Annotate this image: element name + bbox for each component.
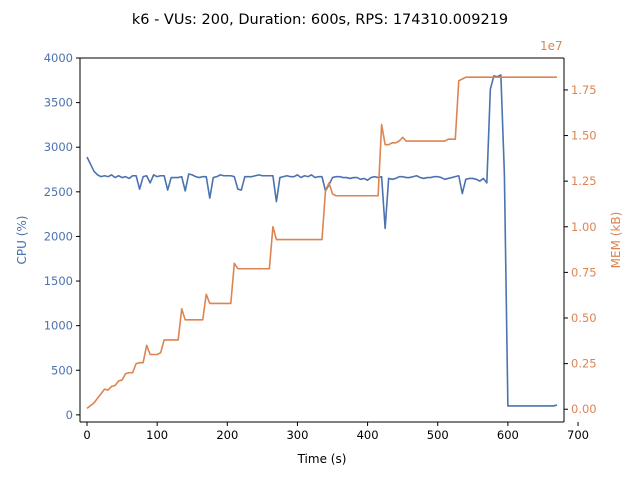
right-y-tick-label: 1.75: [571, 83, 597, 97]
left-y-tick-label: 3500: [44, 96, 73, 110]
left-y-tick-label: 500: [51, 363, 73, 377]
x-tick-label: 500: [427, 428, 449, 442]
x-tick-label: 0: [83, 428, 90, 442]
right-y-tick-label: 0.75: [571, 265, 597, 279]
axes-layer: 0 100 200 300 400 500 600 700 0 500 1000 1500 2000 25…: [44, 51, 597, 442]
series-layer: [86, 74, 558, 409]
left-y-tick-label: 0: [66, 408, 73, 422]
mem-series-line: [86, 76, 557, 409]
x-tick-label: 100: [146, 428, 168, 442]
chart-title: k6 - VUs: 200, Duration: 600s, RPS: 1743…: [132, 12, 508, 28]
right-axis-multiplier: 1e7: [540, 39, 563, 53]
right-y-tick-label: 1.00: [571, 220, 597, 234]
right-y-tick-label: 0.00: [571, 402, 597, 416]
x-axis-label: Time (s): [297, 452, 347, 466]
left-y-tick-label: 1000: [44, 319, 73, 333]
right-y-tick-label: 0.50: [571, 311, 597, 325]
x-tick-label: 600: [497, 428, 519, 442]
left-y-tick-label: 2500: [44, 185, 73, 199]
left-y-tick-label: 4000: [44, 51, 73, 65]
left-axis-label: CPU (%): [15, 216, 29, 265]
cpu-series-line: [86, 74, 558, 407]
x-tick-label: 300: [286, 428, 308, 442]
right-y-tick-label: 0.25: [571, 357, 597, 371]
left-y-tick-label: 2000: [44, 229, 73, 243]
right-axis-label: MEM (kB): [609, 212, 623, 269]
x-tick-label: 200: [216, 428, 238, 442]
x-tick-label: 400: [357, 428, 379, 442]
right-y-tick-label: 1.50: [571, 129, 597, 143]
left-y-tick-label: 3000: [44, 140, 73, 154]
right-y-tick-label: 1.25: [571, 174, 597, 188]
left-y-tick-label: 1500: [44, 274, 73, 288]
x-tick-label: 700: [567, 428, 589, 442]
